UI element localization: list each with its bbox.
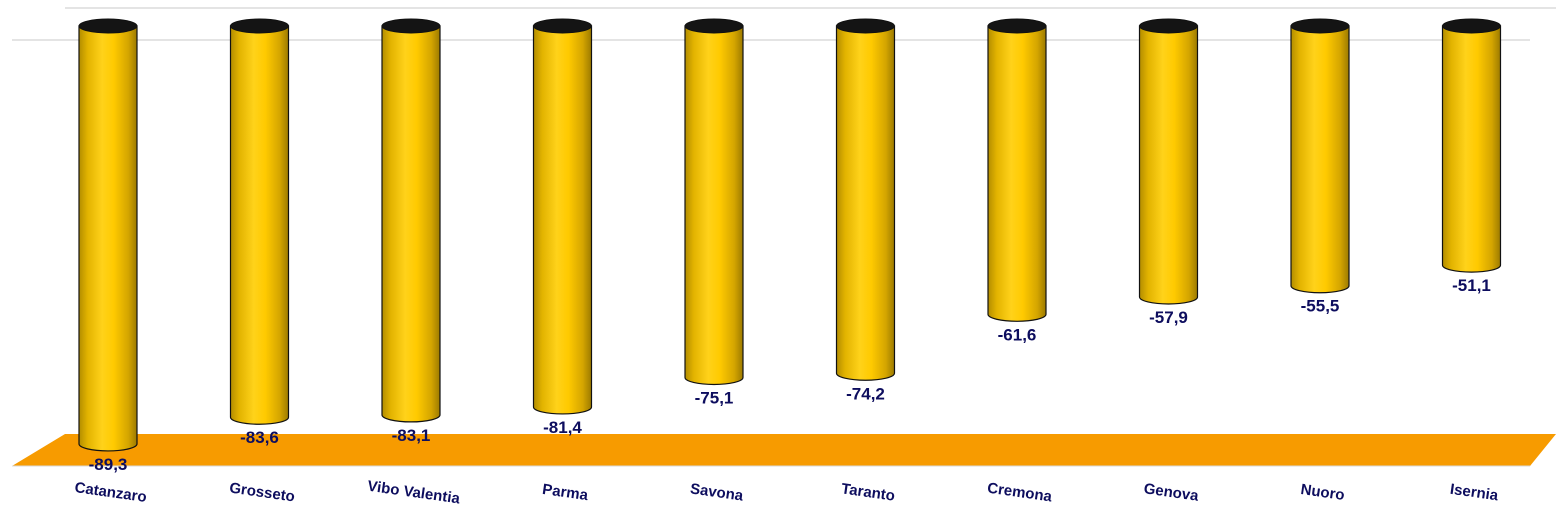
category-label: Taranto	[840, 480, 896, 504]
value-label: -83,6	[240, 428, 279, 447]
value-label: -57,9	[1149, 308, 1188, 327]
category-label: Parma	[541, 481, 589, 504]
bar-body	[1441, 25, 1502, 273]
bar-body	[381, 25, 441, 423]
value-label: -81,4	[543, 418, 582, 437]
category-label: Isernia	[1449, 481, 1500, 505]
bar-body	[987, 25, 1047, 322]
value-label: -55,5	[1301, 297, 1340, 316]
bar-top-cap	[1290, 18, 1350, 34]
category-label: Grosseto	[228, 480, 296, 506]
bar-body	[1290, 25, 1350, 294]
value-label: -61,6	[998, 325, 1037, 344]
bar-top-cap	[230, 18, 289, 34]
category-label: Nuoro	[1300, 481, 1346, 504]
bar-body	[229, 25, 290, 425]
category-label: Catanzaro	[74, 479, 148, 506]
bar	[532, 18, 593, 415]
value-label: -75,1	[695, 388, 734, 407]
bar	[78, 18, 138, 452]
bar	[684, 18, 744, 386]
value-labels-group: -89,3 -83,6 -83,1 -81,4 -75,1 -74,2 -61,6 -57,9…	[89, 276, 1491, 474]
bar	[1441, 18, 1502, 273]
value-label: -51,1	[1452, 276, 1491, 295]
bar-body	[684, 25, 744, 386]
floor-plane	[12, 434, 1556, 466]
value-label: -89,3	[89, 455, 128, 474]
category-label: Vibo Valentia	[366, 478, 461, 508]
category-labels-group: Catanzaro Grosseto Vibo Valentia Parma Savon…	[74, 478, 1500, 508]
bar	[987, 18, 1047, 322]
bar-body	[532, 25, 593, 415]
category-label: Savona	[689, 480, 745, 504]
bar	[835, 18, 896, 381]
bar-body	[78, 25, 138, 452]
bar-top-cap	[1139, 18, 1198, 34]
bar-top-cap	[836, 18, 895, 34]
bar	[1290, 18, 1350, 294]
category-label: Genova	[1143, 480, 1201, 505]
bar-body	[1138, 25, 1199, 305]
bar-top-cap	[684, 18, 744, 34]
bar-top-cap	[381, 18, 441, 34]
bar-body	[835, 25, 896, 381]
category-label: Cremona	[986, 480, 1053, 506]
value-label: -83,1	[392, 426, 431, 445]
bars-group	[78, 18, 1502, 452]
bar-top-cap	[78, 18, 138, 34]
bar	[381, 18, 441, 423]
value-label: -74,2	[846, 384, 885, 403]
bar	[229, 18, 290, 425]
bar-top-cap	[533, 18, 592, 34]
bar-top-cap	[987, 18, 1047, 34]
bar-top-cap	[1442, 18, 1501, 34]
bar	[1138, 18, 1199, 305]
